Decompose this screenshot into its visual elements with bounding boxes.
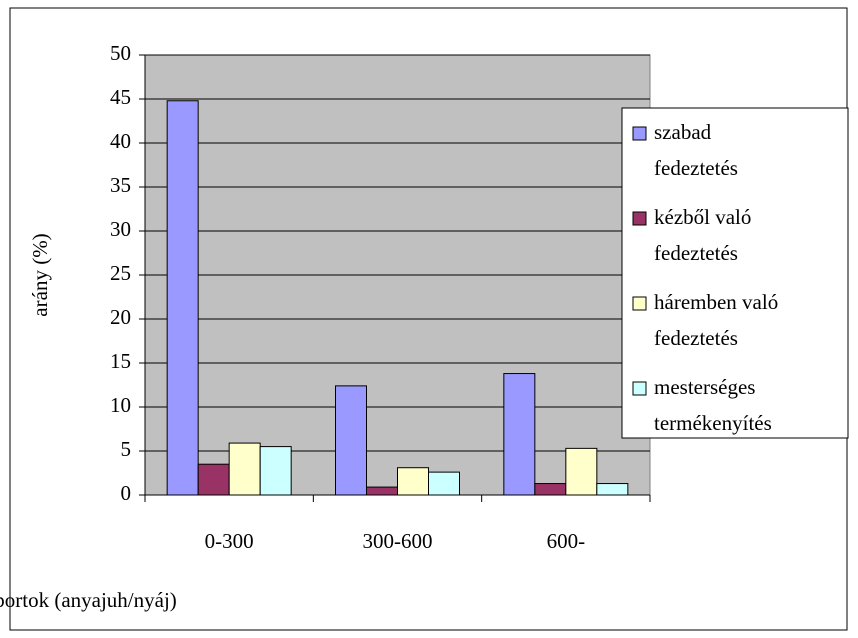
y-tick-label: 50: [110, 41, 131, 65]
y-tick-label: 5: [121, 437, 132, 461]
bar: [197, 463, 230, 496]
bar: [228, 442, 261, 496]
bar: [397, 467, 429, 496]
x-tick-label: 0-300: [205, 529, 254, 553]
y-tick-label: 15: [110, 349, 131, 373]
legend-swatch: [632, 296, 647, 311]
x-tick-label: 300-600: [363, 529, 433, 553]
bar: [503, 373, 536, 496]
y-tick-label: 25: [110, 261, 131, 285]
bar: [166, 100, 199, 496]
bar: [335, 385, 367, 496]
legend-box: [621, 107, 849, 439]
y-tick-label: 30: [110, 217, 131, 241]
y-axis-title: arány (%): [28, 233, 52, 316]
bar: [565, 447, 598, 496]
legend-label: háremben való fedeztetés: [654, 290, 778, 350]
legend-label: szabad fedeztetés: [654, 120, 738, 180]
y-tick-label: 20: [110, 305, 131, 329]
legend-label: mesterséges termékenyítés: [654, 375, 772, 435]
bar: [534, 483, 567, 496]
x-tick-label: 600-: [547, 529, 586, 553]
y-tick-label: 0: [121, 481, 132, 505]
bar: [366, 486, 398, 496]
y-tick-label: 45: [110, 85, 131, 109]
bar: [428, 471, 460, 496]
legend-swatch: [632, 211, 647, 226]
legend-swatch: [632, 126, 647, 141]
y-tick-label: 35: [110, 173, 131, 197]
legend-swatch: [632, 381, 647, 396]
bar: [259, 446, 292, 496]
legend-label: kézből való fedeztetés: [654, 205, 751, 265]
x-axis-title: méret csoportok (anyajuh/nyáj): [0, 588, 177, 612]
bar: [596, 483, 629, 496]
y-tick-label: 10: [110, 393, 131, 417]
y-tick-label: 40: [110, 129, 131, 153]
